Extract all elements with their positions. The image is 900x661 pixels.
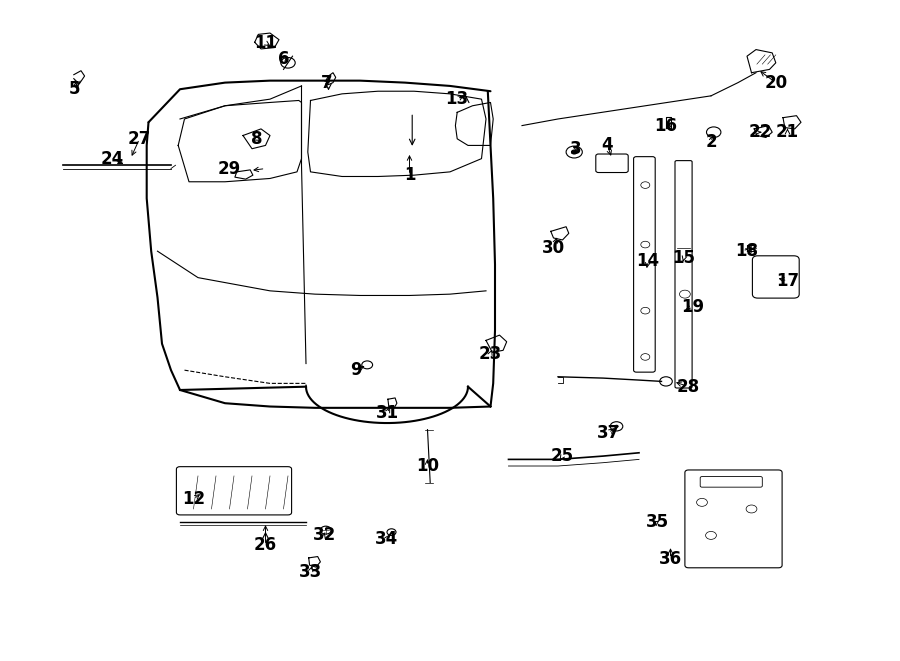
- Text: 37: 37: [597, 424, 620, 442]
- Text: 1: 1: [404, 166, 415, 184]
- Text: 29: 29: [218, 159, 241, 178]
- Text: 19: 19: [681, 298, 705, 317]
- Text: 18: 18: [735, 242, 759, 260]
- Text: 3: 3: [571, 139, 581, 158]
- Text: 33: 33: [299, 563, 322, 581]
- Text: 17: 17: [776, 272, 799, 290]
- Circle shape: [572, 150, 577, 154]
- Text: 20: 20: [764, 73, 788, 92]
- Text: 2: 2: [706, 133, 716, 151]
- Text: 27: 27: [128, 130, 151, 148]
- Text: 34: 34: [375, 529, 399, 548]
- Text: 23: 23: [479, 344, 502, 363]
- Text: 26: 26: [254, 536, 277, 555]
- Text: 10: 10: [416, 457, 439, 475]
- Text: 13: 13: [446, 90, 469, 108]
- Circle shape: [615, 425, 618, 428]
- Text: 36: 36: [659, 549, 682, 568]
- Text: 21: 21: [776, 123, 799, 141]
- Text: 15: 15: [672, 249, 696, 267]
- Text: 24: 24: [101, 149, 124, 168]
- Text: 22: 22: [749, 123, 772, 141]
- Text: 28: 28: [677, 377, 700, 396]
- Text: 30: 30: [542, 239, 565, 257]
- Text: 9: 9: [350, 361, 361, 379]
- Text: 14: 14: [636, 252, 660, 270]
- Text: 5: 5: [69, 80, 80, 98]
- Text: 7: 7: [321, 73, 332, 92]
- Text: 8: 8: [251, 130, 262, 148]
- Text: 6: 6: [278, 50, 289, 69]
- Text: 31: 31: [375, 404, 399, 422]
- Text: 11: 11: [254, 34, 277, 52]
- Text: 25: 25: [551, 447, 574, 465]
- Text: 4: 4: [602, 136, 613, 155]
- Text: 16: 16: [654, 116, 678, 135]
- Text: 12: 12: [182, 490, 205, 508]
- Text: 32: 32: [312, 526, 336, 545]
- Text: 35: 35: [645, 513, 669, 531]
